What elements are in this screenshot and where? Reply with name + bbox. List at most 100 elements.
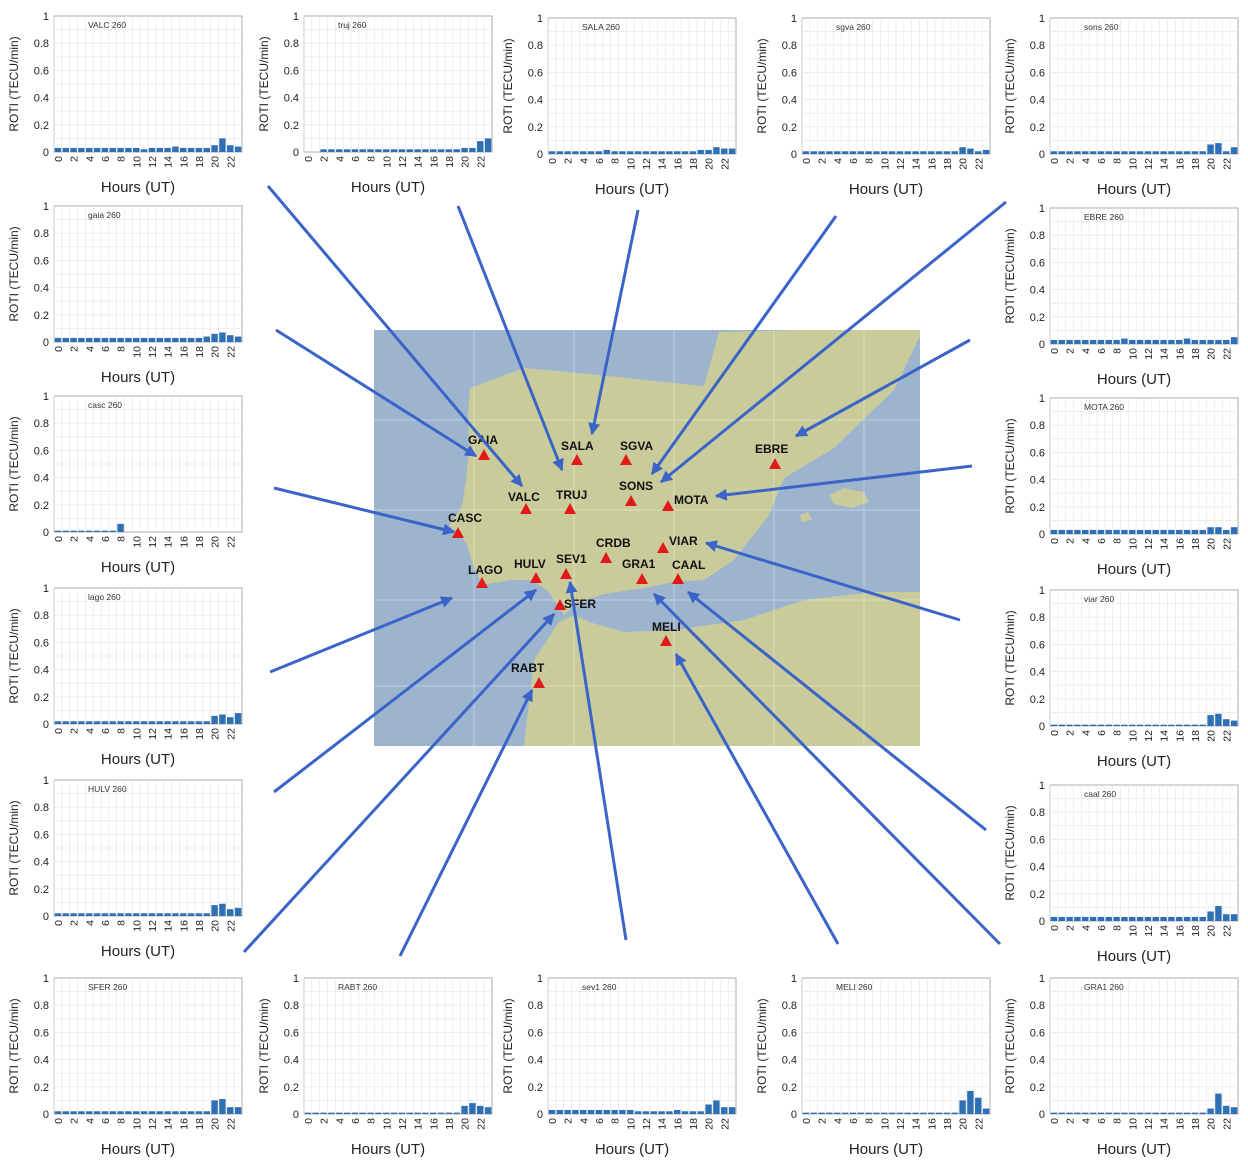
roti-bar — [951, 1112, 958, 1114]
roti-bar — [1113, 529, 1120, 534]
roti-bar — [437, 149, 445, 152]
x-tick-label: 8 — [610, 158, 622, 164]
roti-bar — [1058, 916, 1065, 921]
roti-bar — [1113, 339, 1120, 344]
roti-bar — [1144, 724, 1152, 726]
roti-bar — [802, 151, 810, 154]
station-marker-icon — [600, 552, 612, 563]
roti-bar — [1207, 1108, 1214, 1114]
roti-bar — [164, 1111, 171, 1114]
roti-bar — [928, 151, 935, 154]
roti-bar — [62, 721, 69, 724]
y-tick-label: 0.2 — [1030, 889, 1045, 901]
roti-bar — [1183, 724, 1191, 726]
roti-bar — [689, 1111, 697, 1114]
grid-lines — [547, 18, 736, 154]
y-tick-label: 1 — [293, 973, 299, 985]
x-axis-label: Hours (UT) — [1097, 371, 1171, 388]
roti-bar — [54, 147, 62, 152]
roti-bar — [1215, 906, 1222, 921]
roti-bar — [54, 913, 62, 916]
roti-bar — [359, 149, 366, 152]
station-viar: VIAR — [657, 534, 698, 553]
y-axis-label: ROTI (TECU/min) — [1003, 805, 1017, 900]
roti-bar — [1074, 1112, 1081, 1114]
roti-bar — [619, 151, 626, 154]
roti-bar — [227, 717, 234, 724]
roti-bar — [1176, 529, 1183, 534]
roti-bar — [1136, 724, 1144, 726]
station-label: VIAR — [669, 534, 698, 548]
roti-bar — [1089, 724, 1097, 726]
x-tick-label: 10 — [625, 1118, 637, 1130]
y-tick-label: 0.2 — [1030, 502, 1045, 514]
roti-bar — [351, 149, 359, 152]
roti-bar — [1176, 1112, 1183, 1114]
roti-bar — [172, 1111, 179, 1114]
roti-bar — [195, 337, 203, 342]
y-tick-label: 0.4 — [1030, 667, 1045, 679]
x-tick-label: 8 — [1112, 538, 1124, 544]
roti-bar — [1074, 724, 1081, 726]
y-tick-label: 0.4 — [284, 93, 299, 105]
x-tick-label: 12 — [641, 158, 653, 170]
x-tick-label: 0 — [303, 156, 315, 162]
grid-lines — [53, 780, 242, 916]
x-tick-label: 20 — [210, 1118, 222, 1130]
x-tick-label: 22 — [225, 156, 237, 168]
roti-bar — [587, 151, 595, 154]
station-label: SFER — [564, 597, 596, 611]
x-tick-label: 12 — [147, 1118, 159, 1130]
roti-bar — [211, 905, 218, 916]
x-tick-label: 18 — [194, 156, 206, 168]
chart-title: HULV 260 — [88, 784, 127, 794]
roti-bar — [1097, 339, 1105, 344]
roti-bar — [367, 1112, 374, 1114]
x-tick-label: 10 — [131, 156, 143, 168]
x-tick-label: 16 — [926, 1118, 938, 1130]
roti-bar — [172, 146, 179, 152]
y-tick-label: 0.6 — [34, 637, 49, 649]
roti-bar — [1113, 916, 1120, 921]
roti-bar — [564, 151, 571, 154]
roti-bar — [1183, 529, 1191, 534]
x-tick-label: 22 — [1221, 158, 1233, 170]
roti-bar — [1050, 1112, 1058, 1114]
x-axis-label: Hours (UT) — [849, 181, 923, 198]
station-label: HULV — [514, 557, 546, 571]
y-tick-label: 0.8 — [1030, 1000, 1045, 1012]
roti-bar — [865, 1112, 872, 1114]
roti-bar — [1050, 529, 1058, 534]
x-axis-label: Hours (UT) — [101, 1141, 175, 1158]
x-tick-label: 14 — [1159, 538, 1171, 550]
roti-bar — [1223, 339, 1230, 344]
roti-bar — [697, 1111, 704, 1114]
roti-bar — [959, 147, 966, 154]
roti-bar — [849, 1112, 857, 1114]
y-tick-label: 0.2 — [34, 692, 49, 704]
roti-bar — [70, 530, 77, 532]
roti-bar — [1199, 1112, 1206, 1114]
roti-bar — [1105, 529, 1112, 534]
y-tick-label: 0.2 — [1030, 694, 1045, 706]
roti-bar — [1082, 1112, 1089, 1114]
roti-bar — [975, 1097, 982, 1114]
roti-bar — [1129, 916, 1136, 921]
x-tick-label: 14 — [163, 1118, 175, 1130]
roti-bar — [133, 913, 140, 916]
roti-bar — [572, 1109, 579, 1114]
roti-bar — [125, 913, 132, 916]
x-tick-label: 16 — [1174, 1118, 1186, 1130]
x-tick-label: 22 — [1221, 925, 1233, 937]
station-marker-icon — [571, 454, 583, 465]
y-tick-label: 0 — [791, 1109, 797, 1121]
x-tick-label: 10 — [1127, 538, 1139, 550]
roti-bar — [1121, 724, 1128, 726]
roti-bar — [406, 1112, 413, 1114]
grid-lines — [53, 396, 242, 532]
y-tick-label: 0.2 — [1030, 312, 1045, 324]
x-tick-label: 16 — [178, 1118, 190, 1130]
